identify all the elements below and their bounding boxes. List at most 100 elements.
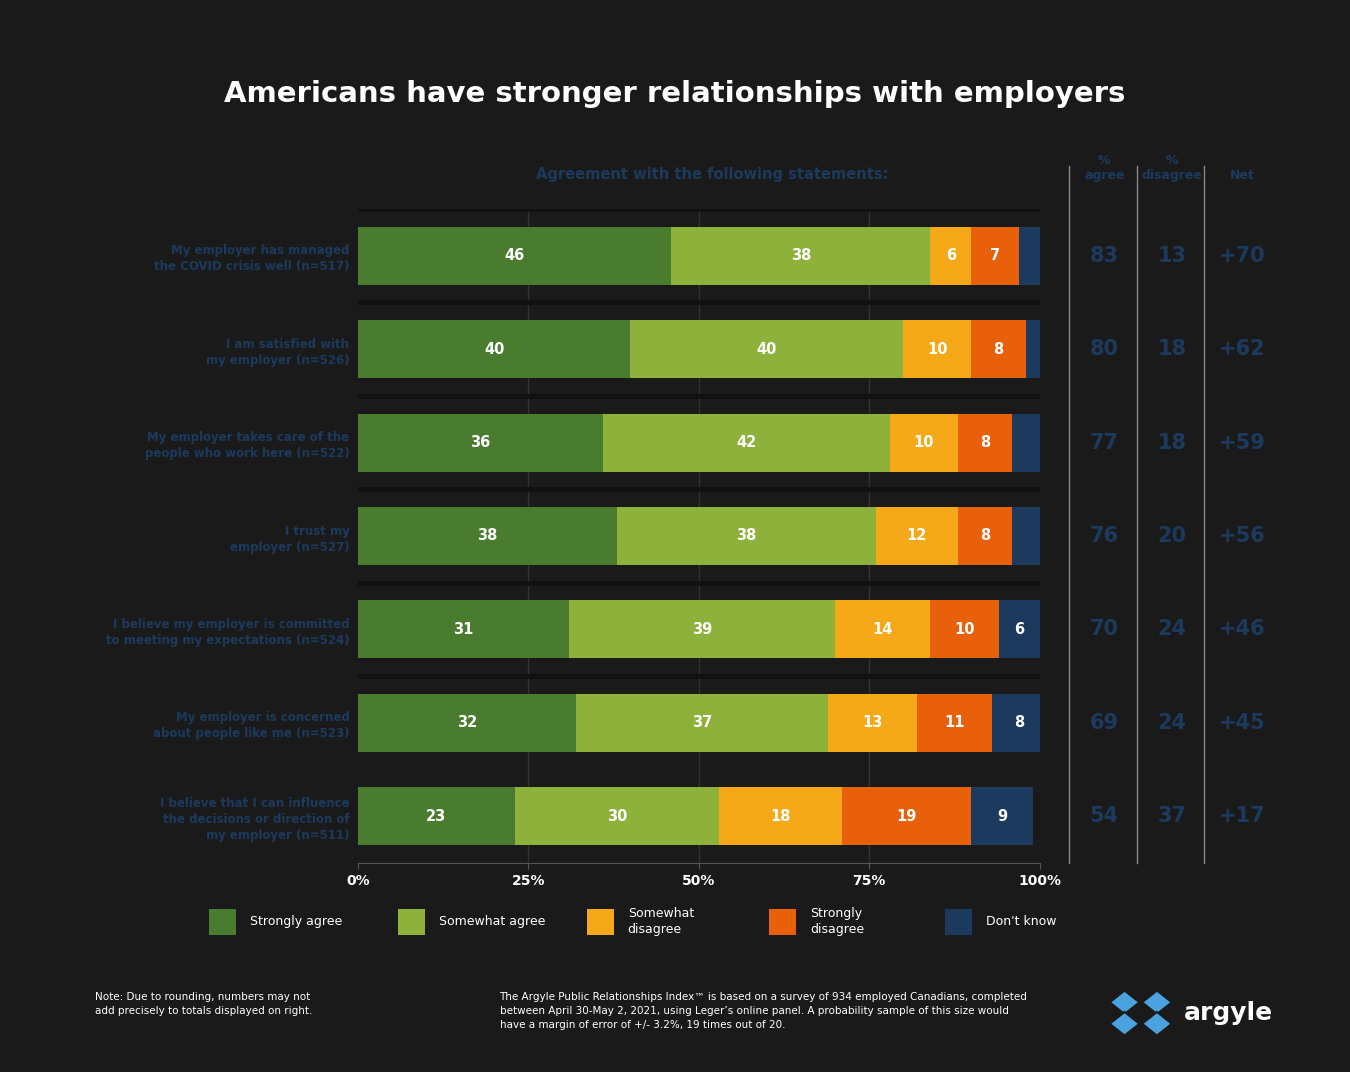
Text: 38: 38	[477, 528, 497, 544]
Text: 11: 11	[944, 715, 964, 730]
Text: +56: +56	[1219, 526, 1265, 546]
Text: 24: 24	[1157, 713, 1187, 733]
Text: 23: 23	[427, 808, 447, 823]
Text: 46: 46	[505, 249, 525, 264]
Bar	[903, 321, 971, 378]
Bar	[514, 787, 720, 845]
Text: 70: 70	[1089, 620, 1119, 639]
Text: 6: 6	[946, 249, 956, 264]
Bar	[957, 507, 1012, 565]
Bar	[972, 787, 1033, 845]
Bar	[576, 694, 828, 751]
Text: 13: 13	[1157, 245, 1187, 266]
Bar	[1012, 414, 1040, 472]
Text: Strongly
disagree: Strongly disagree	[810, 907, 864, 937]
Text: 38: 38	[736, 528, 756, 544]
Bar	[358, 227, 671, 285]
Text: 8: 8	[980, 435, 990, 450]
Bar	[603, 414, 890, 472]
Bar	[972, 321, 1026, 378]
Text: 18: 18	[771, 808, 791, 823]
Bar	[671, 227, 930, 285]
Text: 7: 7	[990, 249, 1000, 264]
Text: +45: +45	[1219, 713, 1265, 733]
Text: 6: 6	[1014, 622, 1025, 637]
Text: 10: 10	[927, 342, 948, 357]
Bar	[842, 787, 972, 845]
Bar	[930, 227, 971, 285]
Text: 24: 24	[1157, 620, 1187, 639]
Bar	[917, 694, 992, 751]
Text: 54: 54	[1089, 806, 1119, 827]
Text: 9: 9	[996, 808, 1007, 823]
Bar	[358, 414, 603, 472]
Bar	[570, 600, 834, 658]
Text: Net: Net	[1230, 169, 1254, 182]
Text: 32: 32	[456, 715, 477, 730]
Text: Strongly agree: Strongly agree	[250, 915, 342, 928]
Bar	[957, 414, 1012, 472]
Text: Americans have stronger relationships with employers: Americans have stronger relationships wi…	[224, 79, 1126, 108]
Bar	[358, 787, 514, 845]
Text: Somewhat agree: Somewhat agree	[439, 915, 545, 928]
Text: +59: +59	[1219, 433, 1265, 452]
Bar	[876, 507, 957, 565]
Text: 30: 30	[606, 808, 626, 823]
Text: 42: 42	[736, 435, 756, 450]
Text: 77: 77	[1089, 433, 1119, 452]
Bar	[358, 507, 617, 565]
Text: 8: 8	[994, 342, 1003, 357]
Text: Somewhat
disagree: Somewhat disagree	[628, 907, 694, 937]
Text: 14: 14	[872, 622, 892, 637]
Text: 38: 38	[791, 249, 811, 264]
Text: %
agree: % agree	[1084, 154, 1125, 182]
Text: 39: 39	[693, 622, 713, 637]
Text: 69: 69	[1089, 713, 1119, 733]
Text: 10: 10	[914, 435, 934, 450]
Bar	[1019, 227, 1046, 285]
Bar	[972, 227, 1019, 285]
Text: 20: 20	[1157, 526, 1187, 546]
Text: 40: 40	[756, 342, 778, 357]
Bar	[999, 600, 1040, 658]
Text: The Argyle Public Relationships Index™ is based on a survey of 934 employed Cana: The Argyle Public Relationships Index™ i…	[500, 992, 1027, 1029]
Text: +46: +46	[1219, 620, 1265, 639]
Text: %
disagree: % disagree	[1141, 154, 1203, 182]
Text: 8: 8	[980, 528, 990, 544]
Bar	[1012, 507, 1040, 565]
Bar	[358, 321, 630, 378]
Bar	[720, 787, 842, 845]
Text: 80: 80	[1089, 339, 1119, 359]
Text: 37: 37	[693, 715, 713, 730]
Text: 13: 13	[863, 715, 883, 730]
Bar	[930, 600, 999, 658]
Bar	[834, 600, 930, 658]
Bar	[992, 694, 1046, 751]
Text: 40: 40	[483, 342, 505, 357]
Text: +17: +17	[1219, 806, 1265, 827]
Text: 83: 83	[1089, 245, 1119, 266]
Text: 36: 36	[470, 435, 490, 450]
Text: 76: 76	[1089, 526, 1119, 546]
Text: Don't know: Don't know	[986, 915, 1056, 928]
Text: 19: 19	[896, 808, 917, 823]
Text: 31: 31	[454, 622, 474, 637]
Text: 10: 10	[954, 622, 975, 637]
Bar	[630, 321, 903, 378]
Text: +62: +62	[1219, 339, 1265, 359]
Text: Agreement with the following statements:: Agreement with the following statements:	[536, 167, 888, 182]
Text: Note: Due to rounding, numbers may not
add precisely to totals displayed on righ: Note: Due to rounding, numbers may not a…	[95, 992, 312, 1015]
Text: 12: 12	[907, 528, 927, 544]
Bar	[358, 600, 570, 658]
Bar	[617, 507, 876, 565]
Text: 18: 18	[1157, 339, 1187, 359]
Bar	[358, 694, 576, 751]
Text: 8: 8	[1014, 715, 1025, 730]
Text: +70: +70	[1219, 245, 1265, 266]
Bar	[890, 414, 957, 472]
Text: 18: 18	[1157, 433, 1187, 452]
Text: 37: 37	[1157, 806, 1187, 827]
Bar	[828, 694, 917, 751]
Bar	[1026, 321, 1040, 378]
Text: argyle: argyle	[1184, 1001, 1273, 1025]
